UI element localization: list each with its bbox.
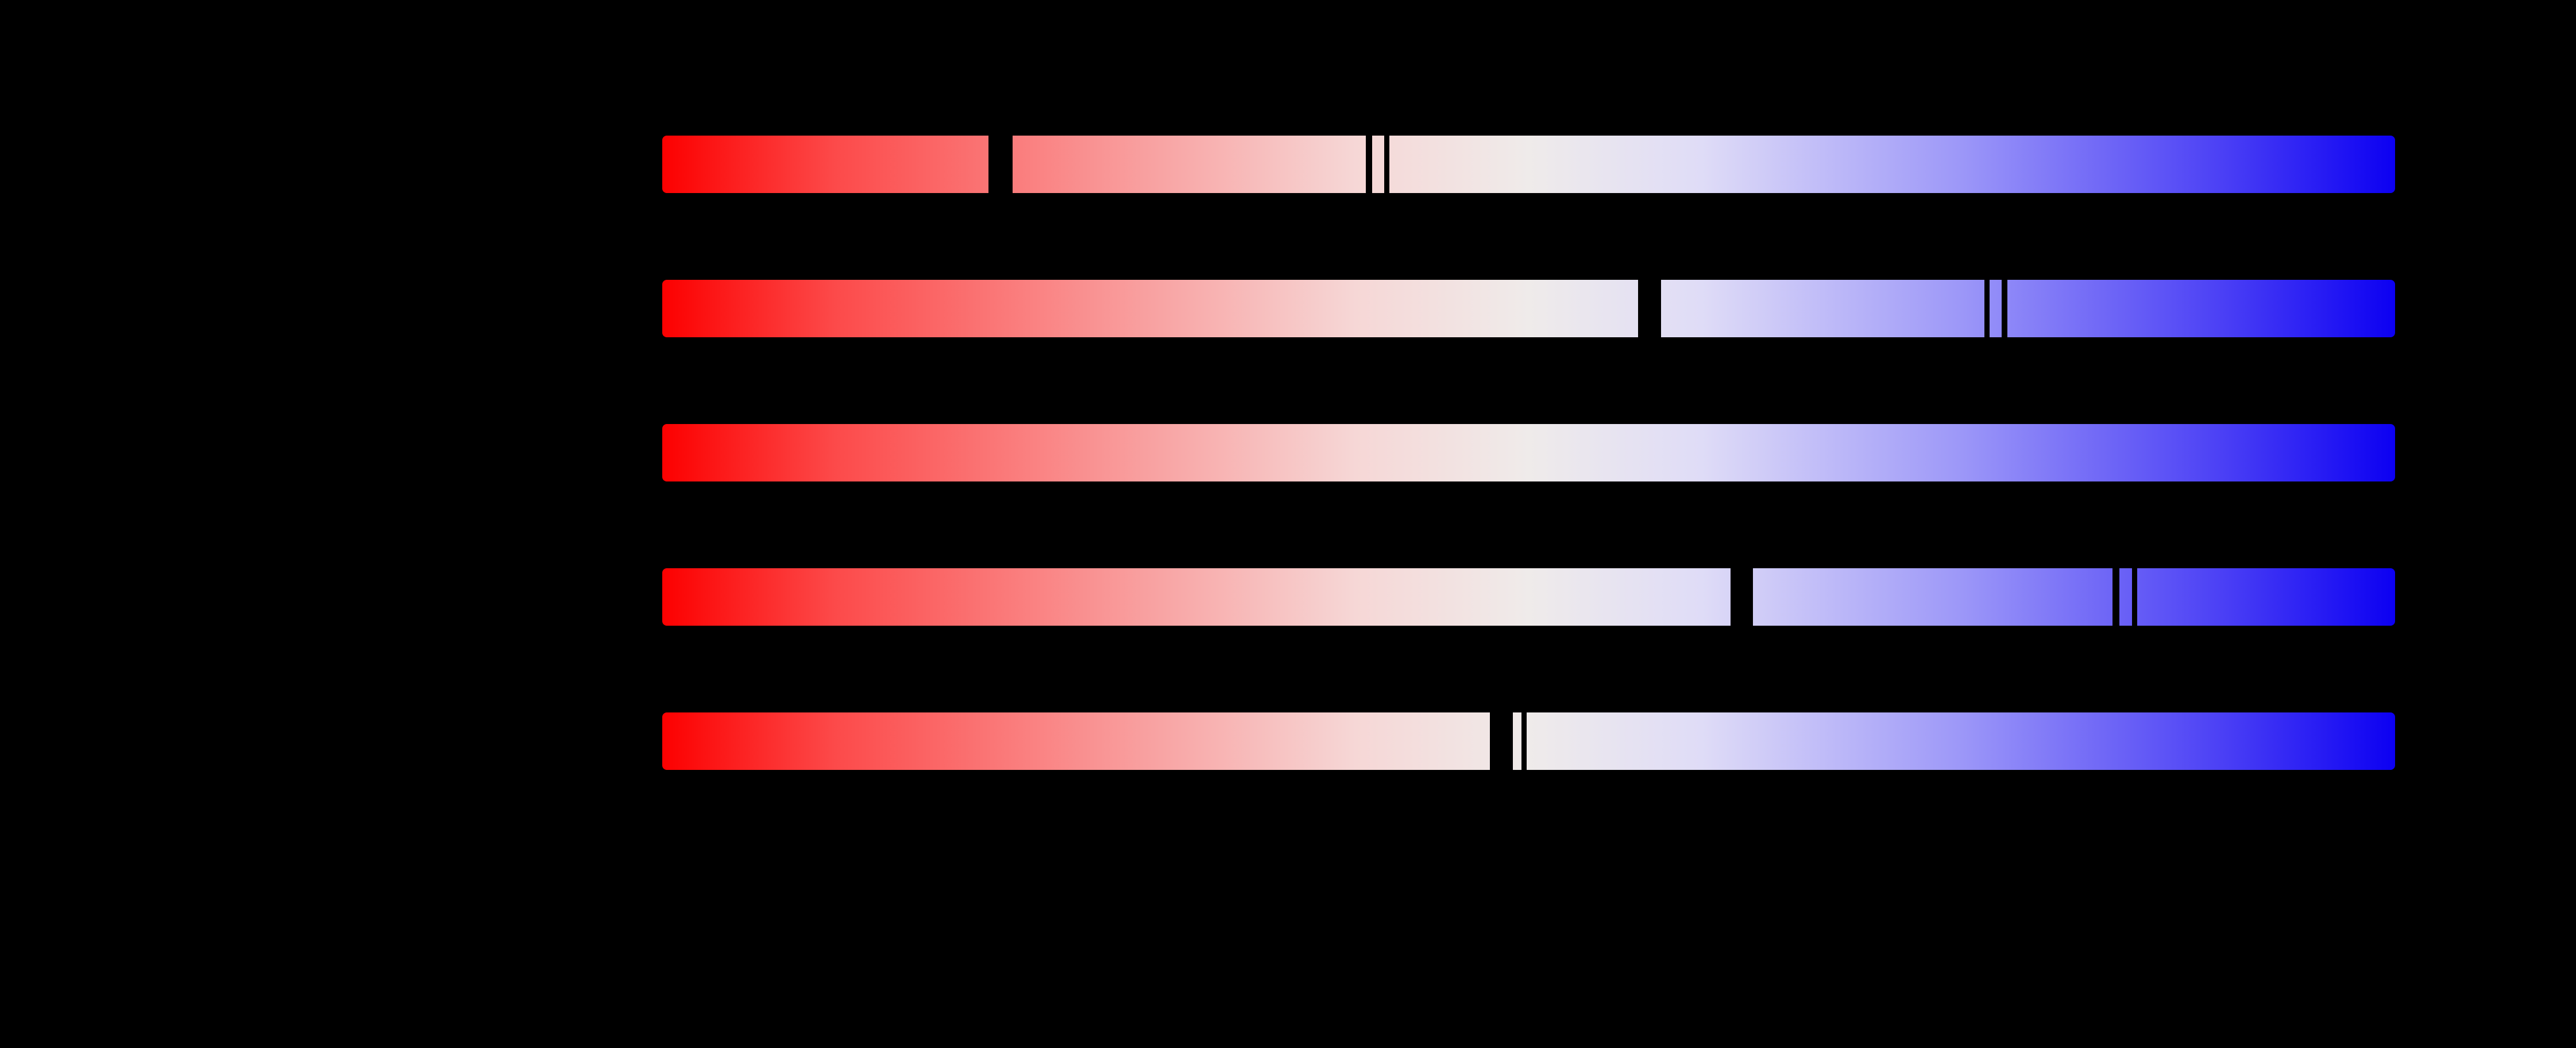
- thin-marker: [2112, 568, 2119, 626]
- thick-marker: [988, 135, 1013, 194]
- gradient-bar-row-5: [662, 712, 2395, 770]
- gradient-bar-row-3: [662, 424, 2395, 481]
- thin-marker: [1384, 135, 1389, 194]
- thick-marker: [1731, 568, 1753, 626]
- thick-marker: [1490, 712, 1513, 770]
- thick-marker: [1638, 279, 1661, 338]
- thin-marker: [2132, 568, 2137, 626]
- gradient-bar-row-1: [662, 135, 2395, 194]
- thin-marker: [1984, 279, 1990, 338]
- gradient-bar-row-4: [662, 568, 2395, 626]
- gradient-bar-row-2: [662, 279, 2395, 338]
- thin-marker: [1366, 135, 1372, 194]
- thin-marker: [2002, 279, 2007, 338]
- thin-marker: [1521, 712, 1527, 770]
